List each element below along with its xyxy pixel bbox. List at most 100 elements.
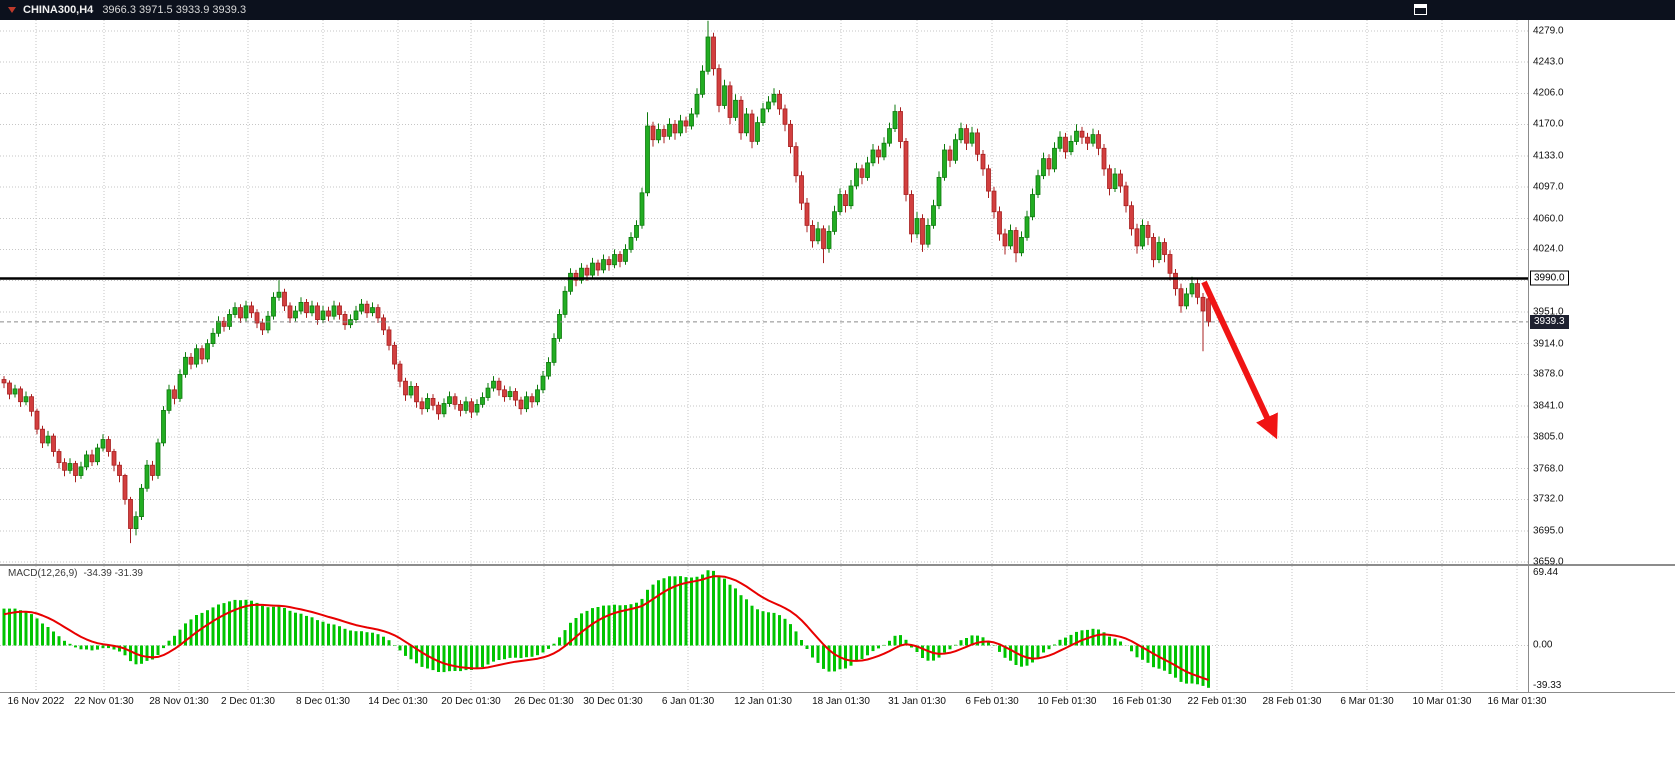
candle-bear: [584, 267, 590, 276]
candle-bull: [298, 301, 304, 312]
price-axis-label: 4097.0: [1533, 181, 1564, 193]
candle-bull: [535, 389, 540, 403]
candle-bear: [1107, 168, 1112, 189]
time-axis-label: 10 Feb 01:30: [1037, 696, 1097, 707]
candle-bear: [821, 228, 826, 249]
candle-bear: [1145, 224, 1151, 238]
candle-bear: [375, 307, 381, 319]
candle-bear: [920, 218, 925, 245]
candle-bull: [1057, 136, 1063, 149]
candle-bear: [89, 454, 95, 463]
candle-bull: [705, 36, 711, 72]
candle-bull: [755, 122, 760, 142]
candle-bear: [727, 85, 733, 118]
window-restore-icon[interactable]: [1414, 4, 1427, 15]
candle-bull: [1052, 147, 1057, 170]
time-axis-label: 16 Nov 2022: [7, 696, 65, 707]
candle-bull: [551, 337, 557, 363]
price-axis-label: 3878.0: [1533, 368, 1564, 380]
candle-bull: [480, 397, 485, 405]
candle-bear: [342, 313, 348, 326]
candle-bull: [485, 387, 491, 398]
candle-bear: [1, 379, 7, 384]
candle-bear: [430, 397, 436, 406]
time-axis-label: 31 Jan 01:30: [888, 696, 946, 707]
candle-bear: [1002, 233, 1008, 247]
candle-bear: [1178, 288, 1184, 307]
candle-bull: [243, 305, 249, 319]
candle-bear: [1195, 283, 1200, 298]
macd-indicator-pane[interactable]: [0, 566, 1528, 692]
candle-bull: [612, 254, 617, 266]
candle-bear: [62, 462, 67, 471]
candle-bull: [958, 128, 964, 141]
candle-bear: [34, 410, 40, 430]
candle-bull: [1008, 230, 1013, 247]
candle-bull: [216, 320, 221, 334]
time-axis-label: 16 Mar 01:30: [1487, 696, 1547, 707]
candle-bull: [694, 93, 700, 115]
candle-bear: [51, 435, 56, 452]
candle-bull: [689, 113, 694, 127]
candle-bear: [436, 404, 441, 415]
candle-bear: [111, 451, 117, 466]
candle-bull: [936, 176, 942, 207]
candle-bear: [1085, 136, 1090, 144]
time-axis-label: 2 Dec 01:30: [221, 696, 275, 707]
candle-bull: [733, 99, 738, 118]
candle-bull: [210, 332, 216, 344]
candle-bull: [447, 396, 452, 405]
price-axis-label: 4206.0: [1533, 87, 1564, 99]
candle-bear: [980, 153, 986, 170]
candle-bear: [788, 123, 793, 148]
candle-bull: [370, 307, 375, 314]
candle-bear: [573, 272, 579, 281]
pane-separator[interactable]: [0, 564, 1675, 566]
candle-bull: [205, 343, 210, 360]
candle-bear: [326, 310, 331, 317]
candle-bull: [155, 442, 161, 476]
candle-bull: [942, 149, 947, 178]
candle-bear: [595, 262, 601, 271]
candle-bear: [799, 175, 804, 204]
candle-bear: [661, 129, 667, 137]
candle-bull: [914, 218, 920, 235]
price-axis-label: 4024.0: [1533, 243, 1564, 255]
hline-price-label[interactable]: 3990.0: [1530, 270, 1569, 286]
trend-arrow[interactable]: [1201, 280, 1278, 440]
candle-bull: [1035, 175, 1041, 195]
price-chart-pane[interactable]: [0, 20, 1528, 564]
candle-bull: [408, 385, 414, 396]
candle-bear: [683, 120, 689, 127]
candle-bear: [947, 149, 953, 161]
candle-bear: [1173, 272, 1178, 290]
candle-bull: [161, 409, 166, 444]
candle-bull: [1024, 216, 1030, 238]
price-axis-label: 3659.0: [1533, 556, 1564, 568]
candle-bear: [392, 344, 397, 365]
candle-bull: [1189, 283, 1195, 295]
time-axis-label: 16 Feb 01:30: [1112, 696, 1172, 707]
candle-bear: [964, 128, 969, 144]
symbol-dropdown-icon[interactable]: [8, 7, 16, 13]
candle-bear: [260, 322, 265, 331]
candle-bear: [672, 123, 678, 134]
candle-bear: [1151, 236, 1156, 261]
candle-bear: [29, 396, 34, 412]
symbol-timeframe: CHINA300,H4: [23, 4, 94, 16]
price-axis-label: 3768.0: [1533, 463, 1564, 475]
candle-bear: [414, 385, 419, 403]
candle-bear: [1167, 254, 1173, 274]
candle-bull: [353, 310, 359, 321]
candle-bull: [194, 348, 199, 365]
time-axis-label: 20 Dec 01:30: [441, 696, 501, 707]
candle-bull: [634, 224, 639, 238]
candle-bull: [892, 111, 898, 130]
candle-bear: [496, 380, 502, 391]
candle-bull: [667, 123, 672, 137]
candle-bull: [1156, 242, 1162, 261]
candle-bear: [606, 259, 612, 266]
candle-bull: [524, 396, 529, 410]
candle-bear: [502, 389, 507, 398]
candle-bear: [172, 389, 177, 399]
